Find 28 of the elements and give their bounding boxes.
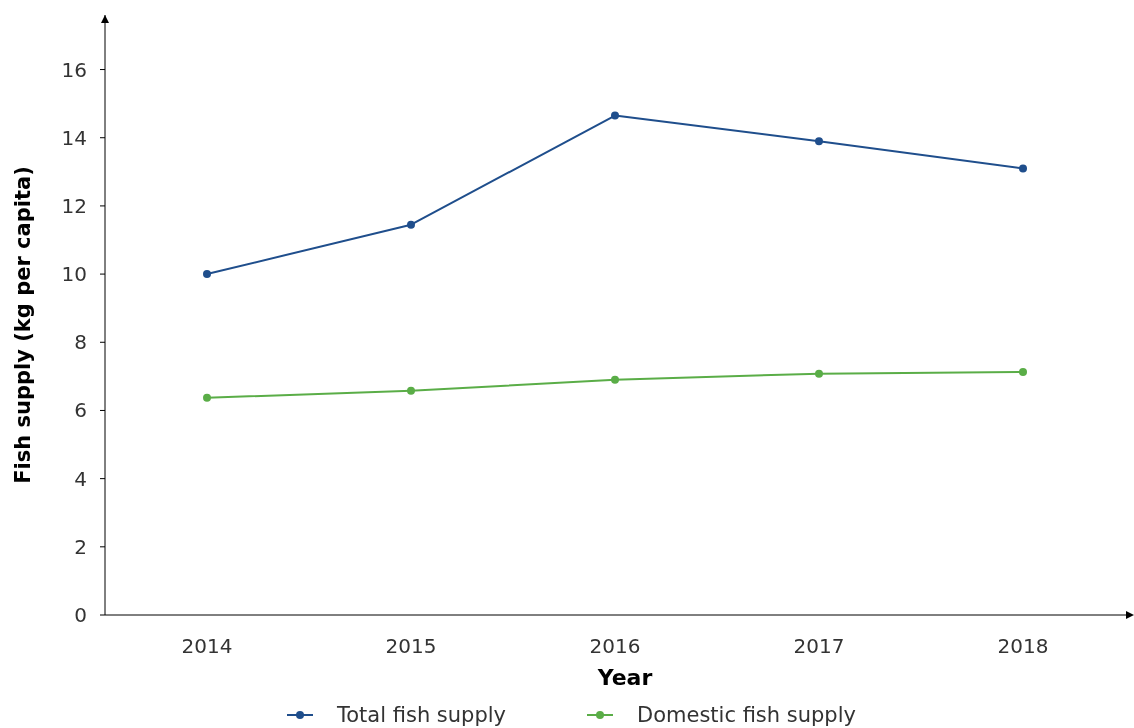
point [203,270,211,279]
point [611,111,619,120]
x-tick-label: 2014 [181,634,233,658]
point [1019,164,1027,173]
y-tick-label: 0 [74,603,87,627]
x-axis-title: Year [596,665,653,690]
point [1019,367,1027,376]
point [407,220,415,229]
point [815,137,823,146]
x-tick-label: 2018 [997,634,1049,658]
point [407,386,415,395]
legend-label: Domestic fish supply [637,703,856,728]
point [203,393,211,402]
y-tick-label: 6 [74,398,87,423]
y-tick-label: 16 [61,57,87,82]
y-tick-label: 14 [61,125,87,150]
y-axis-title: Fish supply (kg per capita) [11,166,35,484]
x-tick-label: 2017 [793,634,845,658]
y-tick-label: 8 [74,330,87,355]
y-tick-label: 12 [61,193,87,218]
y-tick-label: 4 [74,466,87,491]
point [611,375,619,384]
x-tick-label: 2016 [589,634,641,658]
y-tick-label: 2 [74,534,87,559]
x-tick-label: 2015 [385,634,437,658]
y-tick-label: 10 [61,262,87,287]
legend-label: Total fish supply [336,703,507,728]
point [815,369,823,378]
